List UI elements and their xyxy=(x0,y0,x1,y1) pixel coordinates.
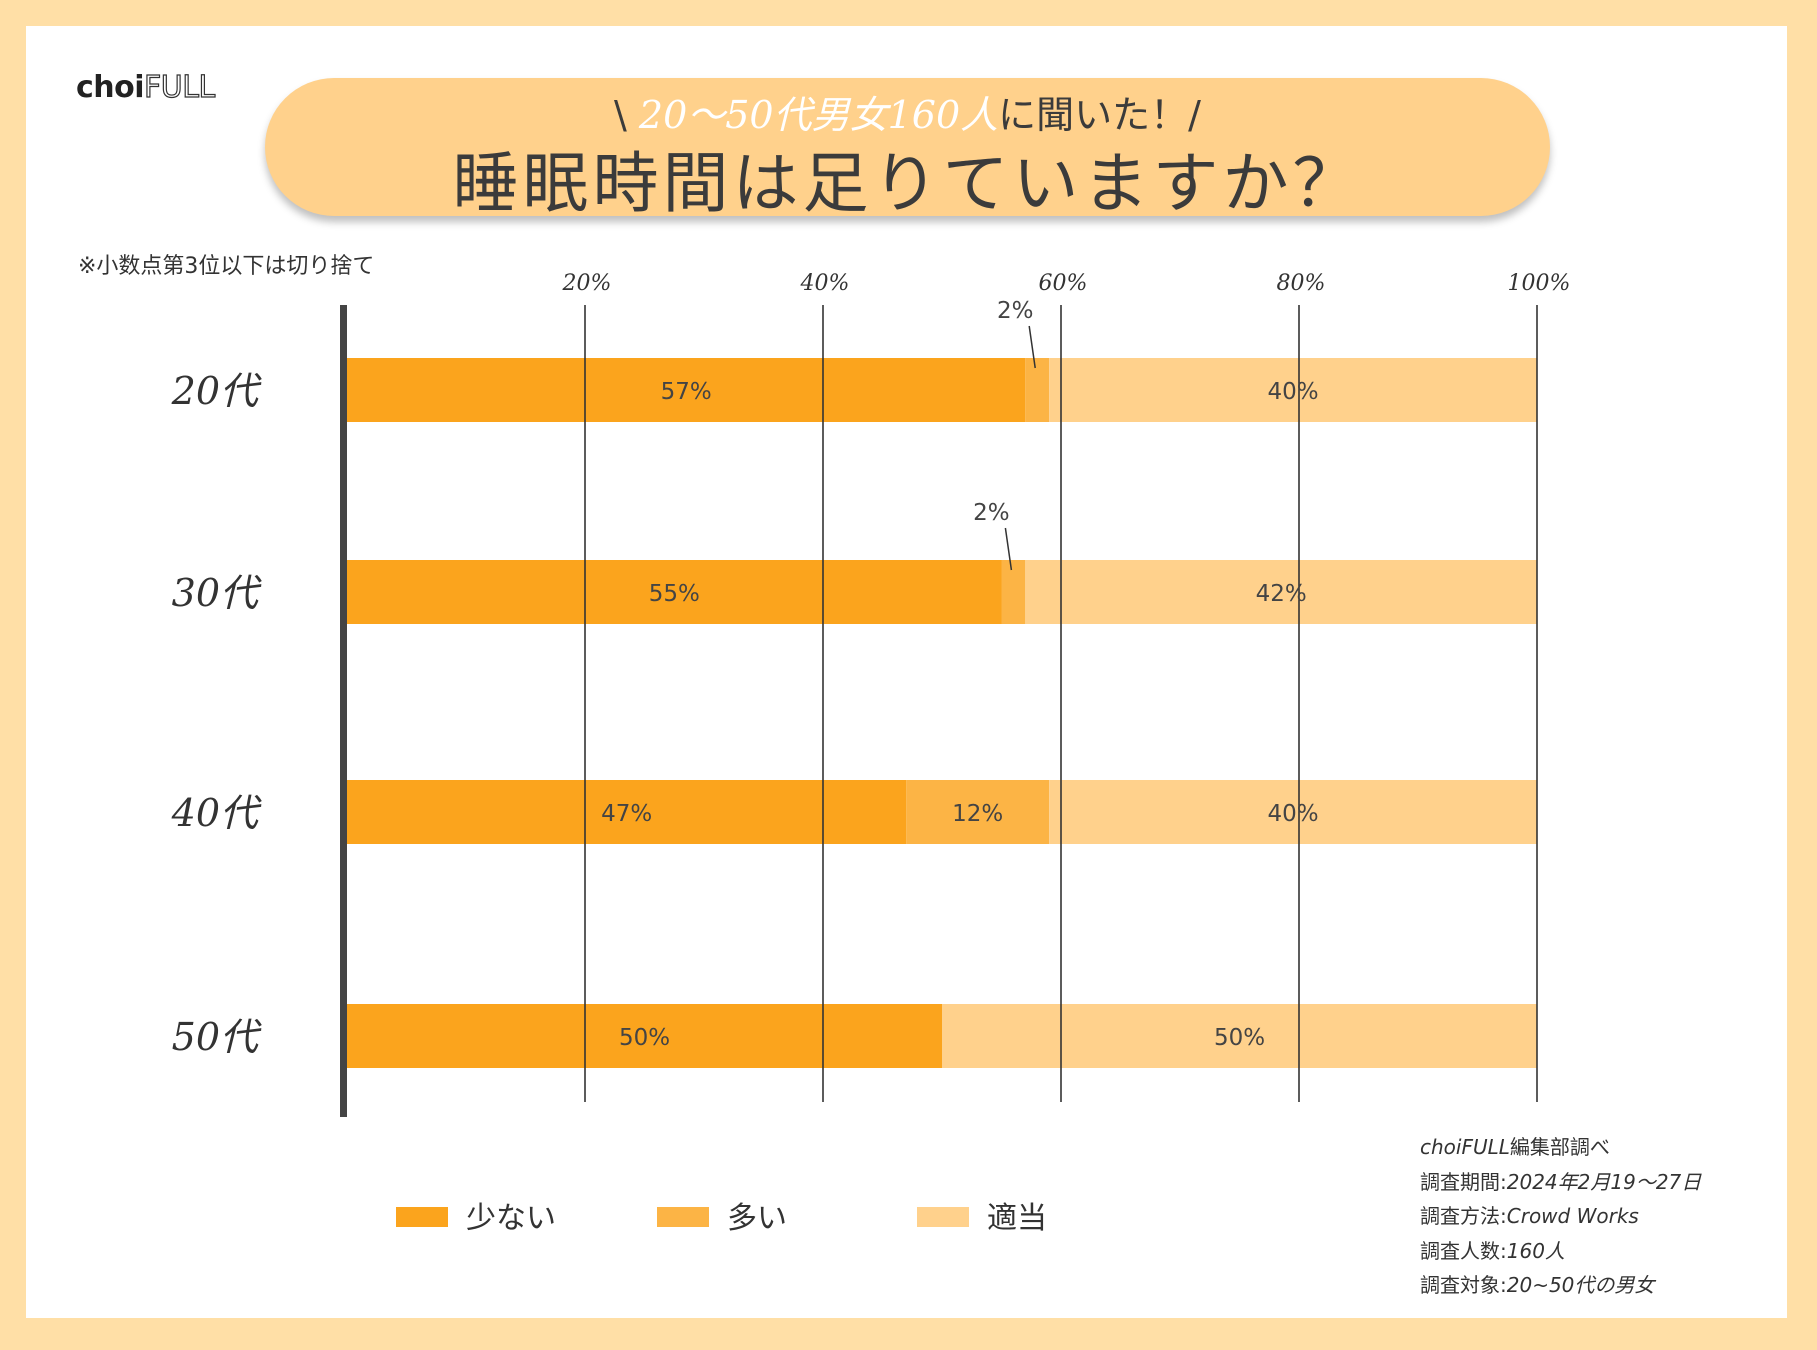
banner-subtitle: \ 20〜50代男女160人に聞いた！/ xyxy=(265,84,1550,139)
x-tick-label: 80% xyxy=(1277,271,1326,296)
logo-part1: choi xyxy=(76,70,145,105)
data-label: 47% xyxy=(601,801,652,827)
data-label: 50% xyxy=(619,1025,670,1051)
bar-segment xyxy=(347,780,907,844)
bar-segment xyxy=(1001,560,1026,624)
legend-label: 多い xyxy=(727,1201,787,1236)
data-label: 12% xyxy=(952,801,1003,827)
data-label: 55% xyxy=(649,581,700,607)
legend-label: 少ない xyxy=(466,1201,556,1236)
logo-part2: FULL xyxy=(143,69,215,105)
title-banner: \ 20〜50代男女160人に聞いた！/ 睡眠時間は足りていますか？ xyxy=(265,78,1550,222)
banner-sub-highlight: 20〜50代男女160人 xyxy=(638,93,999,137)
bar-segment xyxy=(1049,780,1537,844)
bar-segment xyxy=(1025,560,1537,624)
banner-sub-rest: に聞いた！/ xyxy=(998,93,1201,137)
bar-segment xyxy=(1049,358,1537,422)
legend-swatch xyxy=(917,1207,969,1227)
data-label: 50% xyxy=(1214,1025,1265,1051)
banner-sub-open: \ xyxy=(614,93,639,137)
chart-title: 睡眠時間は足りていますか？ xyxy=(452,145,1363,222)
legend-swatch xyxy=(396,1207,448,1227)
source-line-5: 調査対象:20~50代の男女 xyxy=(1420,1273,1655,1297)
category-label: 20代 xyxy=(171,369,262,413)
legend-swatch xyxy=(657,1207,709,1227)
callout-leader xyxy=(1004,527,1013,571)
source-line-2: 調査期間:2024年2月19〜27日 xyxy=(1420,1169,1702,1194)
legend-label: 適当 xyxy=(987,1201,1047,1236)
category-label: 50代 xyxy=(172,1015,262,1059)
x-tick-label: 60% xyxy=(1039,271,1088,296)
category-label: 30代 xyxy=(172,571,262,615)
bar-segment xyxy=(347,560,1002,624)
bar-segment xyxy=(347,358,1026,422)
data-label-callout: 2% xyxy=(973,500,1010,526)
callout-leader xyxy=(1028,325,1036,369)
bar-segment xyxy=(906,780,1050,844)
y-axis-line xyxy=(340,305,347,1117)
data-label: 40% xyxy=(1267,379,1318,405)
source-line-4: 調査人数:160人 xyxy=(1420,1238,1565,1263)
data-label: 42% xyxy=(1256,581,1307,607)
brand-logo: choiFULL xyxy=(76,69,216,105)
x-tick-label: 20% xyxy=(562,271,612,296)
bar-segment xyxy=(347,1004,942,1068)
data-label: 40% xyxy=(1267,801,1318,827)
survey-source: choiFULL編集部調べ 調査期間:2024年2月19〜27日 調査方法:Cr… xyxy=(1420,1130,1701,1303)
data-label-callout: 2% xyxy=(997,298,1034,324)
bar-segment xyxy=(1025,358,1050,422)
x-tick-label: 40% xyxy=(800,271,850,296)
source-line-1: choiFULL編集部調べ xyxy=(1420,1135,1610,1159)
source-line-3: 調査方法:Crowd Works xyxy=(1420,1204,1639,1228)
x-tick-label: 100% xyxy=(1508,271,1571,296)
data-label: 57% xyxy=(661,379,712,405)
rounding-note: ※小数点第3位以下は切り捨て xyxy=(78,254,375,279)
card-background xyxy=(26,26,1787,1318)
category-label: 40代 xyxy=(171,791,262,835)
bar-segment xyxy=(942,1004,1537,1068)
